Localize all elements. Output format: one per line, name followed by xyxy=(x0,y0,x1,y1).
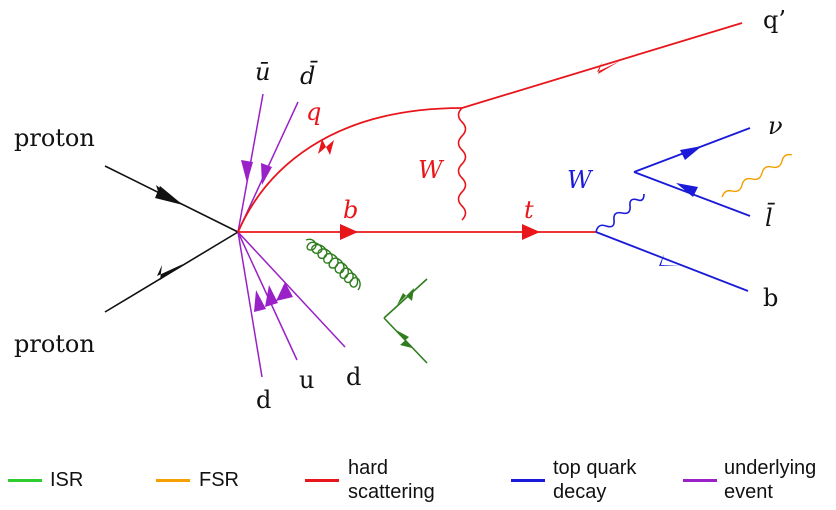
gluon-curly xyxy=(305,238,361,291)
qprime-line xyxy=(461,22,743,109)
t-arrow xyxy=(522,224,540,240)
legend-swatch-hard xyxy=(305,479,339,482)
proton-arrow-top-head xyxy=(155,186,183,205)
w-decay-wavy xyxy=(595,193,645,233)
label-lbar: l̄ xyxy=(765,203,776,232)
label-proton-bottom: proton xyxy=(14,330,95,358)
label-w-decay: W xyxy=(567,166,594,194)
fsr-photon-wavy xyxy=(721,153,793,198)
legend-swatch-isr xyxy=(8,479,42,482)
gluon-split-up xyxy=(383,278,428,319)
label-w-hard: W xyxy=(418,156,445,184)
gluon-split-down xyxy=(383,317,428,364)
gluon-arrow-up xyxy=(397,288,414,305)
legend-label-fsr: FSR xyxy=(199,469,239,491)
label-t: t xyxy=(524,196,534,224)
gluon-arrow-down xyxy=(396,330,412,348)
label-ubar: ū xyxy=(255,58,270,86)
dbar-arrow xyxy=(261,163,272,185)
proton-arrow-bottom-head xyxy=(157,264,183,280)
qprime-arrow xyxy=(597,61,620,74)
q-arrow xyxy=(318,139,334,155)
label-d2: d xyxy=(346,363,361,391)
label-dbar: d̄ xyxy=(300,61,318,90)
q-line xyxy=(237,107,463,233)
label-u: u xyxy=(299,366,314,394)
label-q: q xyxy=(306,98,321,126)
legend-label-isr: ISR xyxy=(50,469,84,491)
ubar-arrow xyxy=(241,160,253,183)
b-arrow xyxy=(340,224,358,240)
lbar-arrow xyxy=(676,183,698,197)
legend-swatch-underlying xyxy=(683,479,717,482)
legend-swatch-top-decay xyxy=(511,479,545,482)
label-d1: d xyxy=(256,386,271,414)
label-b-decay: b xyxy=(763,284,778,312)
w-hard-wavy xyxy=(457,107,467,221)
d1-arrow xyxy=(254,290,266,312)
legend-swatch-fsr xyxy=(156,479,190,482)
b-decay-line xyxy=(595,231,749,292)
label-proton-top: proton xyxy=(14,124,95,152)
label-qprime: q’ xyxy=(763,6,786,34)
legend-label-hard: hard scattering xyxy=(348,457,435,503)
label-nu: ν xyxy=(768,112,783,140)
legend-label-underlying: underlying event xyxy=(724,457,817,503)
d2-arrow xyxy=(276,282,293,301)
label-b-hard: b xyxy=(343,196,358,224)
nu-arrow xyxy=(680,146,702,160)
legend-label-top-decay: top quark decay xyxy=(553,457,637,503)
u-arrow xyxy=(265,285,278,307)
